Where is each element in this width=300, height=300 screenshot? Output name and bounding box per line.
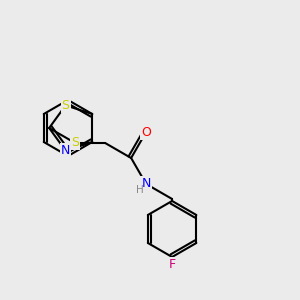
Text: S: S (71, 136, 79, 149)
Text: F: F (169, 259, 176, 272)
Text: S: S (61, 99, 70, 112)
Text: N: N (61, 144, 70, 157)
Text: O: O (141, 125, 151, 139)
Text: N: N (141, 178, 151, 190)
Text: H: H (136, 185, 144, 195)
